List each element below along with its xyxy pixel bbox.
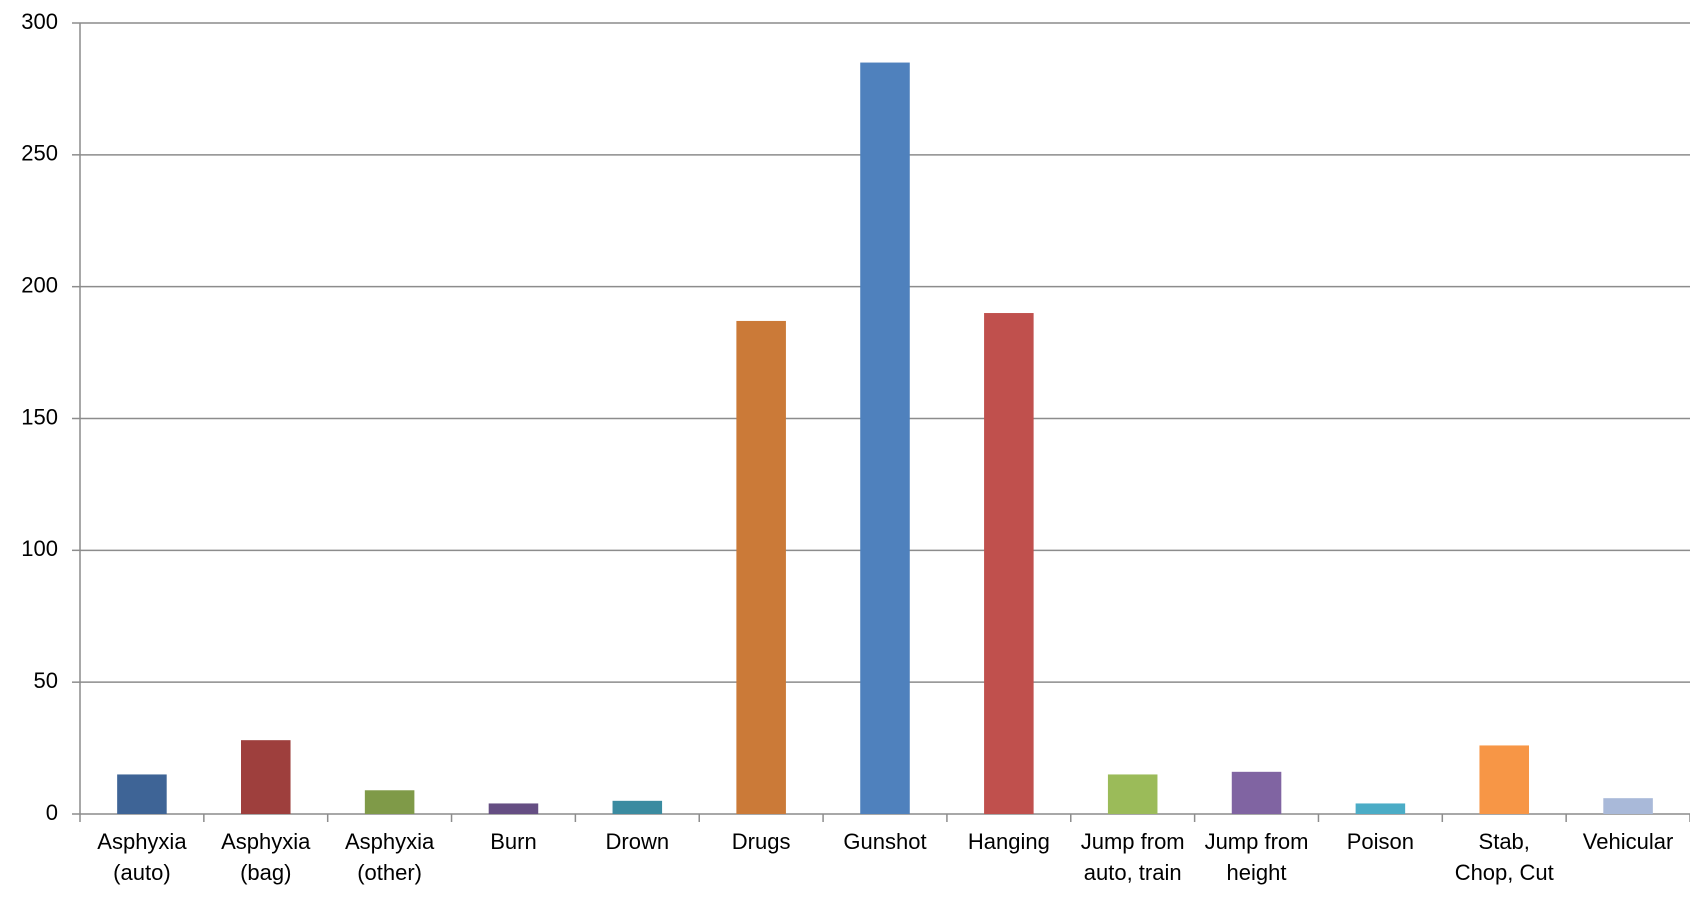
bar — [860, 62, 910, 815]
y-tick-label: 0 — [46, 800, 58, 825]
bar — [488, 803, 539, 814]
x-tick-label: Jump from auto, train — [1080, 829, 1185, 885]
y-tick-label: 50 — [34, 668, 58, 693]
bar — [736, 320, 786, 814]
x-tick-label: Drown — [605, 829, 670, 854]
y-tick-label: 300 — [21, 9, 58, 34]
bar — [364, 790, 415, 814]
x-tick-label: Hanging — [967, 829, 1050, 854]
x-tick-label: Asphyxia (other) — [344, 829, 435, 885]
bar — [1355, 803, 1406, 814]
bar — [1479, 745, 1529, 814]
x-tick-label: Asphyxia (bag) — [221, 829, 311, 885]
bar — [117, 774, 167, 814]
x-tick-label: Jump from height — [1204, 829, 1309, 885]
x-tick-label: Drugs — [731, 829, 791, 854]
y-tick-label: 150 — [21, 404, 58, 429]
y-tick-label: 200 — [21, 272, 58, 297]
x-tick-label: Burn — [490, 829, 537, 854]
x-tick-label: Poison — [1346, 829, 1415, 854]
x-tick-label: Stab, Chop, Cut — [1454, 829, 1554, 885]
y-tick-label: 250 — [21, 141, 58, 166]
bar — [1231, 771, 1282, 814]
x-tick-label: Gunshot — [843, 829, 927, 854]
bar — [984, 313, 1034, 814]
x-tick-label: Asphyxia (auto) — [97, 829, 187, 885]
bar — [612, 800, 663, 814]
y-tick-label: 100 — [21, 536, 58, 561]
bar — [1107, 774, 1158, 814]
bar — [1603, 798, 1653, 814]
x-tick-label: Vehicular — [1582, 829, 1674, 854]
bar — [241, 740, 291, 814]
